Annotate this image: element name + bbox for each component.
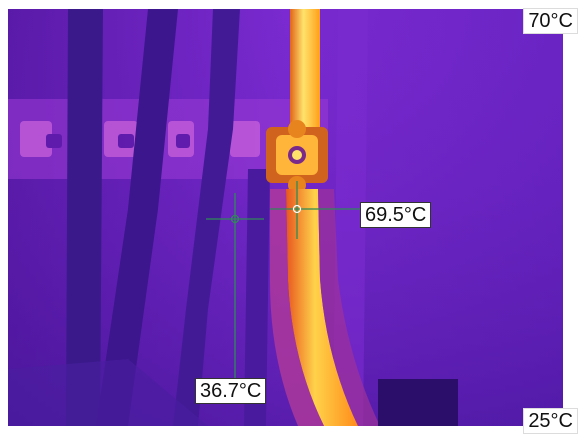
thermal-image-canvas bbox=[8, 9, 563, 426]
hot-spot-temperature: 69.5°C bbox=[360, 202, 431, 228]
cold-spot-temperature: 36.7°C bbox=[195, 378, 266, 404]
scale-min-label: 25°C bbox=[523, 408, 578, 434]
scale-max-label: 70°C bbox=[523, 8, 578, 34]
thermal-image bbox=[8, 9, 563, 426]
bottom-dark-panel bbox=[378, 379, 458, 426]
